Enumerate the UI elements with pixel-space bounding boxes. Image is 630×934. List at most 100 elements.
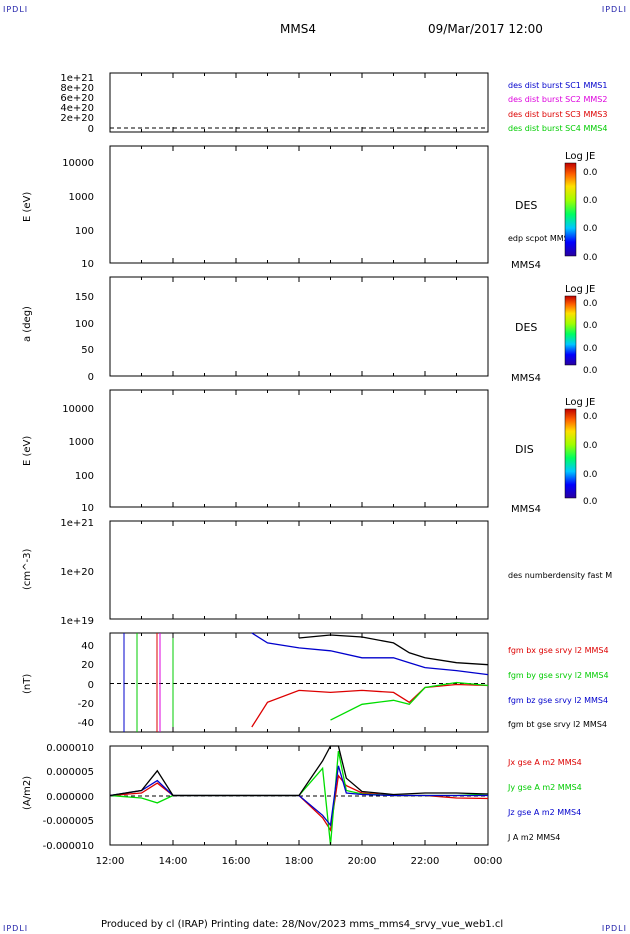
p5-sublabel: des numberdensity fast M	[508, 571, 612, 580]
p2-cbar-tick-3: 0.0	[583, 253, 598, 263]
p4-colorbar	[564, 408, 577, 499]
p1-tick-4: 2e+20	[60, 113, 94, 124]
date-title: 09/Mar/2017 12:00	[428, 22, 543, 36]
panel-2: 10000 1000 100 10 E (eV) DES edp scpot M…	[22, 145, 598, 271]
p7-legend-0: Jx gse A m2 MMS4	[507, 758, 582, 767]
p7-tick-2: 0.000000	[46, 792, 94, 803]
p2-cbar-tick-1: 0.0	[583, 196, 598, 206]
x-tick-1: 14:00	[159, 856, 188, 867]
p3-cbar-title: Log JE	[565, 284, 595, 295]
panel-5: 1e+21 1e+20 1e+19 (cm^-3) des numberdens…	[22, 518, 612, 627]
panel-5-frame	[109, 520, 489, 620]
tick-marks	[109, 73, 489, 845]
x-tick-2: 16:00	[222, 856, 251, 867]
p2-cbar-tick-2: 0.0	[583, 224, 598, 234]
p7-legend-1: Jy gse A m2 MMS4	[507, 783, 582, 792]
p7-series-j	[109, 745, 489, 797]
p4-tick-2: 100	[75, 471, 94, 482]
p3-tick-0: 150	[75, 292, 94, 303]
p6-legend-0: fgm bx gse srvy l2 MMS4	[508, 646, 609, 655]
corner-logo-br: IPDLI	[601, 924, 627, 933]
p6-series-fgm	[298, 634, 489, 666]
p6-tick-2: 0	[88, 680, 94, 691]
p6-legend-2: fgm bz gse srvy l2 MMS4	[508, 696, 608, 705]
p4-bottom-label: MMS4	[511, 504, 541, 515]
p2-tick-2: 100	[75, 226, 94, 237]
p4-label: DIS	[515, 443, 534, 456]
p1-legend-1: des dist burst SC2 MMS2	[508, 95, 607, 104]
p4-tick-0: 10000	[62, 404, 94, 415]
p6-series-fgm	[251, 683, 489, 728]
p6-tick-1: 20	[81, 660, 94, 671]
p6-legend-3: fgm bt gse srvy l2 MMS4	[508, 720, 607, 729]
x-tick-6: 00:00	[474, 856, 503, 867]
p2-ylabel: E (eV)	[22, 192, 33, 222]
x-tick-5: 22:00	[411, 856, 440, 867]
x-tick-3: 18:00	[285, 856, 314, 867]
p6-series-fgm	[330, 681, 489, 721]
p2-cbar-tick-0: 0.0	[583, 168, 598, 178]
x-tick-0: 12:00	[96, 856, 125, 867]
p7-ylabel: (A/m2)	[22, 776, 33, 810]
p7-series-jz	[109, 765, 488, 827]
p5-tick-2: 1e+19	[60, 616, 94, 627]
p2-bottom-label: MMS4	[511, 260, 541, 271]
x-tick-4: 20:00	[348, 856, 377, 867]
p7-tick-3: -0.000005	[43, 816, 94, 827]
p1-tick-3: 4e+20	[60, 103, 94, 114]
p3-ylabel: a (deg)	[22, 306, 33, 342]
panel-6: 40 20 0 -20 -40 (nT) fgm bx gse srvy l2 …	[22, 632, 609, 733]
p6-tick-3: -20	[78, 699, 94, 710]
p2-tick-1: 1000	[69, 192, 94, 203]
x-axis: 12:00 14:00 16:00 18:00 20:00 22:00 00:0…	[96, 856, 503, 867]
p1-legend-3: des dist burst SC4 MMS4	[508, 124, 607, 133]
p1-tick-1: 8e+20	[60, 83, 94, 94]
p6-series-fgm	[251, 632, 489, 676]
p4-cbar-tick-2: 0.0	[583, 470, 598, 480]
p1-tick-2: 6e+20	[60, 93, 94, 104]
panel-3-frame	[109, 276, 489, 377]
p3-tick-3: 0	[88, 372, 94, 383]
p2-label: DES	[515, 199, 537, 212]
p3-tick-1: 100	[75, 319, 94, 330]
p2-tick-0: 10000	[62, 158, 94, 169]
p3-bottom-label: MMS4	[511, 373, 541, 384]
p1-legend-0: des dist burst SC1 MMS1	[508, 81, 607, 90]
corner-logo-bl: IPDLI	[3, 924, 29, 933]
p4-ylabel: E (eV)	[22, 436, 33, 466]
panel-4: 10000 1000 100 10 E (eV) DIS MMS4 Log JE…	[22, 389, 598, 515]
p5-ylabel: (cm^-3)	[22, 549, 33, 590]
p7-tick-1: 0.000005	[46, 767, 94, 778]
corner-logo-tl: IPDLI	[3, 5, 29, 14]
p3-label: DES	[515, 321, 537, 334]
p7-legend-2: Jz gse A m2 MMS4	[507, 808, 581, 817]
corner-logo-tr: IPDLI	[601, 5, 627, 14]
p4-cbar-title: Log JE	[565, 397, 595, 408]
panel-7: 0.000010 0.000005 0.000000 -0.000005 -0.…	[22, 743, 582, 852]
panel-4-frame	[109, 389, 489, 508]
p1-tick-0: 1e+21	[60, 73, 94, 84]
p4-cbar-tick-3: 0.0	[583, 497, 598, 507]
p6-tick-0: 40	[81, 641, 94, 652]
p7-tick-4: -0.000010	[43, 841, 94, 852]
p2-tick-3: 10	[81, 259, 94, 270]
p3-cbar-tick-2: 0.0	[583, 344, 598, 354]
p6-tick-4: -40	[78, 718, 94, 729]
panel-1: 1e+21 8e+20 6e+20 4e+20 2e+20 0 des dist…	[60, 72, 607, 135]
p3-cbar-tick-0: 0.0	[583, 299, 598, 309]
p5-tick-0: 1e+21	[60, 518, 94, 529]
p6-legend-1: fgm by gse srvy l2 MMS4	[508, 671, 609, 680]
p5-tick-1: 1e+20	[60, 567, 94, 578]
p4-cbar-tick-0: 0.0	[583, 412, 598, 422]
p6-ylabel: (nT)	[22, 674, 33, 694]
p2-colorbar	[564, 162, 577, 257]
p3-tick-2: 50	[81, 345, 94, 356]
p7-series-jy	[109, 750, 489, 846]
p4-tick-3: 10	[81, 503, 94, 514]
p6-series-group	[251, 632, 489, 728]
p2-cbar-title: Log JE	[565, 151, 595, 162]
p7-legend-3: J A m2 MMS4	[507, 833, 560, 842]
footer-text: Produced by cl (IRAP) Printing date: 28/…	[101, 919, 504, 930]
p1-legend-2: des dist burst SC3 MMS3	[508, 110, 607, 119]
